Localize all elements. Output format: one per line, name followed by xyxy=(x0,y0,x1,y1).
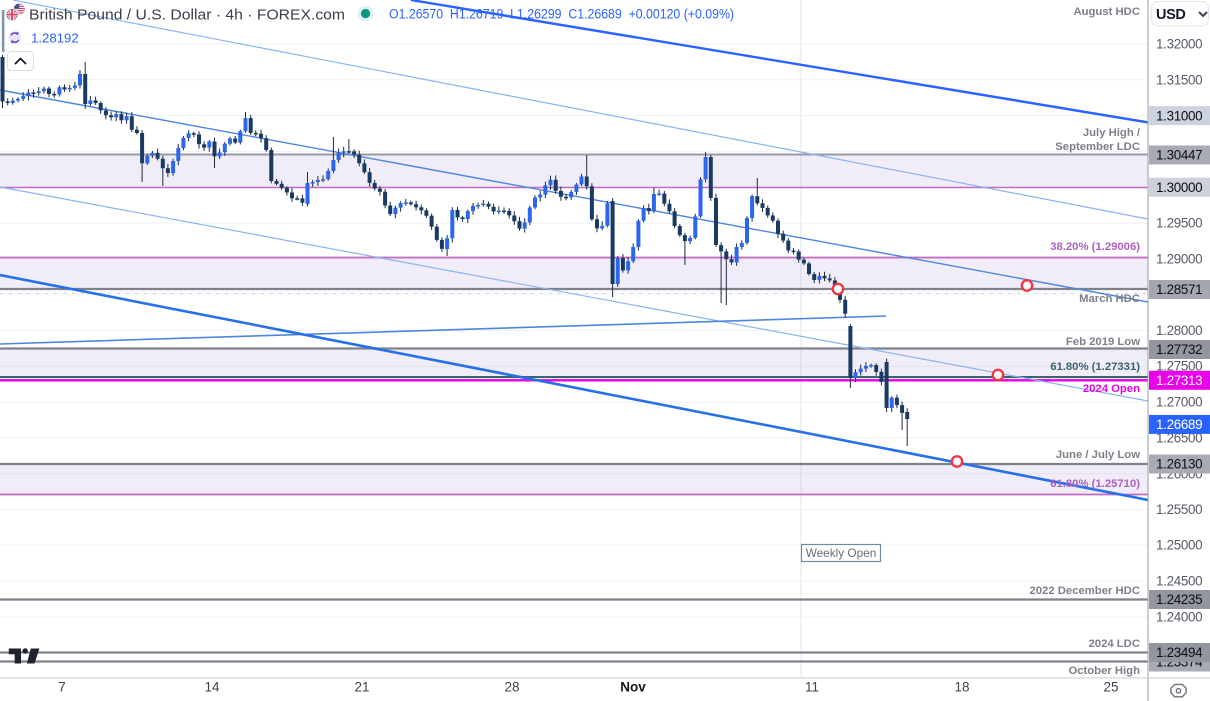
svg-text:7: 7 xyxy=(58,680,66,695)
svg-text:Nov: Nov xyxy=(620,680,646,695)
svg-text:Weekly Open: Weekly Open xyxy=(806,546,877,560)
svg-text:1.29500: 1.29500 xyxy=(1156,216,1202,231)
svg-text:October High: October High xyxy=(1068,665,1140,677)
svg-text:1.23494: 1.23494 xyxy=(1156,645,1203,660)
svg-text:1.24500: 1.24500 xyxy=(1156,574,1202,589)
svg-text:1.30000: 1.30000 xyxy=(1156,180,1202,195)
svg-text:1.27000: 1.27000 xyxy=(1156,395,1202,410)
svg-text:1.25000: 1.25000 xyxy=(1156,538,1202,553)
svg-text:61.80% (1.27331): 61.80% (1.27331) xyxy=(1050,361,1140,373)
svg-text:11: 11 xyxy=(805,680,819,695)
svg-text:2024 LDC: 2024 LDC xyxy=(1089,638,1141,650)
svg-text:1.28571: 1.28571 xyxy=(1156,282,1202,297)
svg-text:1.24235: 1.24235 xyxy=(1156,592,1202,607)
svg-text:1.27500: 1.27500 xyxy=(1156,359,1202,374)
svg-text:18: 18 xyxy=(954,680,969,695)
svg-text:June / July Low: June / July Low xyxy=(1056,449,1140,461)
svg-text:British Pound / U.S. Dollar ·: British Pound / U.S. Dollar · 4h · FOREX… xyxy=(29,7,345,24)
svg-text:1.26689: 1.26689 xyxy=(1156,417,1202,432)
svg-text:USD: USD xyxy=(1156,7,1185,23)
svg-text:28: 28 xyxy=(504,680,519,695)
svg-text:2024 Open: 2024 Open xyxy=(1083,383,1140,395)
svg-text:1.28000: 1.28000 xyxy=(1156,323,1202,338)
svg-text:14: 14 xyxy=(204,680,220,695)
svg-text:2022 December HDC: 2022 December HDC xyxy=(1029,585,1140,597)
svg-text:1.30447: 1.30447 xyxy=(1156,148,1202,163)
svg-text:25: 25 xyxy=(1103,680,1118,695)
svg-text:1.31000: 1.31000 xyxy=(1156,108,1202,123)
svg-text:1.24000: 1.24000 xyxy=(1156,610,1202,625)
svg-text:O1.26570 H1.26719 L1.26299: O1.26570 H1.26719 L1.26299 C1.26689 +0.0… xyxy=(389,7,734,22)
svg-text:1.32000: 1.32000 xyxy=(1156,37,1202,52)
svg-text:1.29000: 1.29000 xyxy=(1156,252,1202,267)
svg-text:1.26500: 1.26500 xyxy=(1156,431,1202,446)
svg-text:1.27313: 1.27313 xyxy=(1156,373,1202,388)
svg-text:21: 21 xyxy=(354,680,369,695)
svg-text:August HDC: August HDC xyxy=(1073,6,1140,18)
svg-text:Feb 2019 Low: Feb 2019 Low xyxy=(1066,336,1140,348)
svg-text:March HDC: March HDC xyxy=(1079,293,1140,305)
svg-text:1.31500: 1.31500 xyxy=(1156,73,1202,88)
svg-text:1.25500: 1.25500 xyxy=(1156,502,1202,517)
svg-text:1.27732: 1.27732 xyxy=(1156,342,1202,357)
svg-text:July High /: July High / xyxy=(1083,127,1141,139)
svg-text:38.20% (1.29006): 38.20% (1.29006) xyxy=(1050,241,1140,253)
svg-text:September LDC: September LDC xyxy=(1055,141,1140,153)
svg-text:1.26130: 1.26130 xyxy=(1156,457,1202,472)
svg-text:1.28192: 1.28192 xyxy=(31,30,79,45)
svg-text:61.80% (1.25710): 61.80% (1.25710) xyxy=(1050,478,1140,490)
